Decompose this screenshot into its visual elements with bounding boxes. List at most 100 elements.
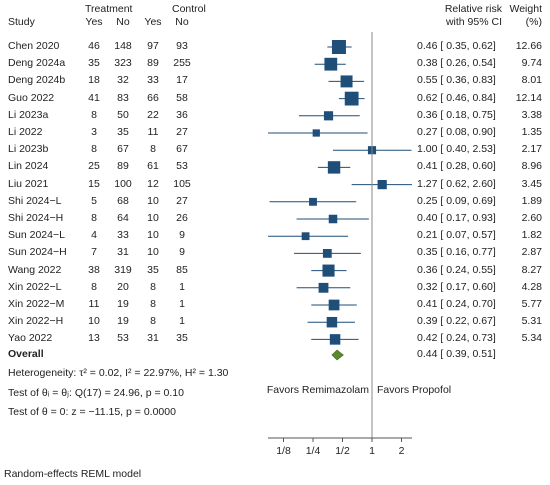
col-header-effect-1: Relative risk: [444, 3, 502, 15]
overall-ci-text: 0.44 [ 0.39, 0.51]: [417, 348, 496, 360]
control-no-value: 9: [179, 246, 185, 259]
effect-marker: [331, 40, 346, 54]
control-no-value: 27: [176, 194, 188, 207]
effect-ci-text: 0.42 [ 0.24, 0.73]: [417, 332, 496, 345]
control-yes-value: 8: [150, 143, 156, 156]
study-name: Guo 2022: [8, 91, 55, 104]
treatment-no-value: 83: [117, 91, 129, 104]
x-tick-label: 1: [369, 445, 375, 457]
study-name: Xin 2022−L: [8, 280, 62, 293]
treatment-yes-value: 25: [88, 160, 100, 173]
treatment-no-value: 64: [117, 212, 129, 224]
treatment-no-value: 31: [117, 246, 129, 259]
x-tick-label: 1/8: [276, 445, 291, 457]
control-no-value: 26: [176, 212, 188, 224]
control-no-value: 1: [179, 298, 185, 310]
control-yes-value: 10: [147, 246, 159, 259]
study-name: Shi 2024−H: [8, 212, 64, 224]
effect-ci-text: 0.27 [ 0.08, 0.90]: [417, 126, 496, 138]
study-name: Sun 2024−H: [8, 246, 67, 259]
weight-value: 3.45: [521, 177, 542, 190]
effect-marker: [312, 129, 320, 137]
weight-value: 2.60: [521, 212, 542, 224]
effect-marker: [328, 299, 340, 311]
effect-ci-text: 1.00 [ 0.40, 2.53]: [417, 143, 496, 156]
effect-ci-text: 0.62 [ 0.46, 0.84]: [417, 91, 496, 104]
weight-value: 5.34: [521, 332, 542, 345]
effect-marker: [301, 232, 310, 241]
control-no-value: 93: [176, 40, 188, 52]
effect-marker: [328, 214, 338, 224]
effect-ci-text: 0.25 [ 0.09, 0.69]: [417, 194, 496, 207]
control-no-value: 9: [179, 229, 185, 242]
study-name: Lin 2024: [8, 160, 49, 173]
col-header-treatment-yes: Yes: [85, 16, 103, 28]
control-yes-value: 8: [150, 298, 156, 310]
treatment-yes-value: 7: [91, 246, 97, 259]
effect-marker: [322, 264, 335, 277]
study-name: Li 2023a: [8, 108, 49, 121]
effect-marker: [340, 75, 353, 88]
control-no-value: 1: [179, 280, 185, 293]
weight-value: 5.77: [521, 298, 542, 310]
weight-value: 5.31: [521, 315, 542, 328]
study-name: Chen 2020: [8, 40, 60, 52]
control-yes-value: 33: [147, 74, 159, 87]
weight-value: 2.17: [521, 143, 542, 156]
overall-label: Overall: [8, 348, 44, 360]
weight-value: 8.27: [521, 263, 542, 276]
effect-ci-text: 1.27 [ 0.62, 2.60]: [417, 177, 496, 190]
effect-marker: [309, 197, 317, 206]
treatment-yes-value: 8: [91, 212, 97, 224]
col-header-weight-2: (%): [525, 16, 542, 28]
study-name: Sun 2024−L: [8, 229, 65, 242]
treatment-no-value: 323: [114, 57, 132, 70]
control-no-value: 17: [176, 74, 188, 87]
weight-value: 2.87: [521, 246, 542, 259]
weight-value: 9.74: [521, 57, 542, 70]
effect-marker: [322, 249, 332, 258]
control-no-value: 58: [176, 91, 188, 104]
weight-value: 1.89: [521, 194, 542, 207]
favors-left-label: Favors Remimazolam: [266, 384, 369, 396]
treatment-no-value: 100: [114, 177, 132, 190]
control-yes-value: 61: [147, 160, 159, 173]
treatment-yes-value: 8: [91, 143, 97, 156]
treatment-no-value: 35: [117, 126, 129, 138]
heterogeneity-text: Heterogeneity: τ² = 0.02, I² = 22.97%, H…: [8, 367, 229, 379]
treatment-no-value: 53: [117, 332, 129, 345]
control-yes-value: 8: [150, 315, 156, 328]
control-no-value: 53: [176, 160, 188, 173]
treatment-yes-value: 18: [88, 74, 100, 87]
effect-marker: [344, 91, 359, 106]
treatment-yes-value: 8: [91, 280, 97, 293]
treatment-no-value: 19: [117, 298, 129, 310]
treatment-no-value: 68: [117, 194, 129, 207]
treatment-no-value: 67: [117, 143, 129, 156]
col-header-study: Study: [8, 16, 35, 28]
effect-ci-text: 0.36 [ 0.18, 0.75]: [417, 108, 496, 121]
weight-value: 3.38: [521, 108, 542, 121]
overall-diamond: [331, 349, 344, 361]
treatment-no-value: 50: [117, 108, 129, 121]
effect-ci-text: 0.41 [ 0.28, 0.60]: [417, 160, 496, 173]
control-no-value: 35: [176, 332, 188, 345]
control-yes-value: 35: [147, 263, 159, 276]
treatment-yes-value: 10: [88, 315, 100, 328]
treatment-no-value: 32: [117, 74, 129, 87]
study-name: Wang 2022: [8, 263, 62, 276]
weight-value: 12.14: [515, 91, 542, 104]
col-header-weight-1: Weight: [509, 3, 543, 15]
control-yes-value: 11: [147, 126, 159, 138]
x-tick-label: 1/4: [306, 445, 321, 457]
control-yes-value: 10: [147, 194, 159, 207]
treatment-no-value: 319: [114, 263, 132, 276]
effect-marker: [329, 334, 341, 345]
effect-ci-text: 0.36 [ 0.24, 0.55]: [417, 263, 496, 276]
col-header-control-no: No: [175, 16, 189, 28]
study-name: Xin 2022−H: [8, 315, 64, 328]
effect-ci-text: 0.21 [ 0.07, 0.57]: [417, 229, 496, 242]
control-yes-value: 8: [150, 280, 156, 293]
treatment-no-value: 89: [117, 160, 129, 173]
